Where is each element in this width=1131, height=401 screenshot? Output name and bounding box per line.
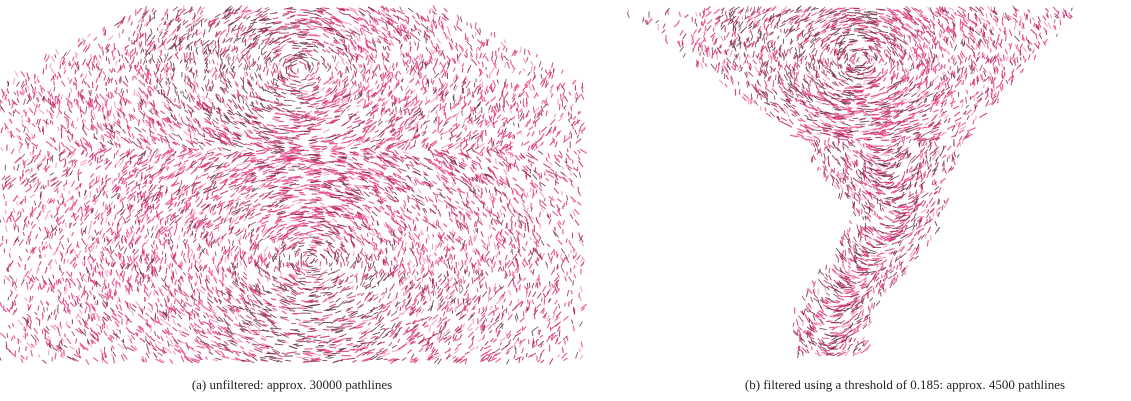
caption: (b) filtered using a threshold of 0.185:… (745, 377, 1065, 392)
pathline-strokes (0, 5, 584, 365)
pathline-strokes (0, 6, 584, 365)
pathline-strokes (644, 6, 1066, 357)
pathlines-unfiltered (0, 5, 587, 365)
caption: (a) unfiltered: approx. 30000 pathlines (192, 377, 392, 392)
pathlines-filtered (626, 5, 1073, 359)
pathline-strokes (626, 5, 1072, 356)
pathline-strokes (627, 5, 1071, 357)
pathline-strokes (0, 5, 582, 364)
